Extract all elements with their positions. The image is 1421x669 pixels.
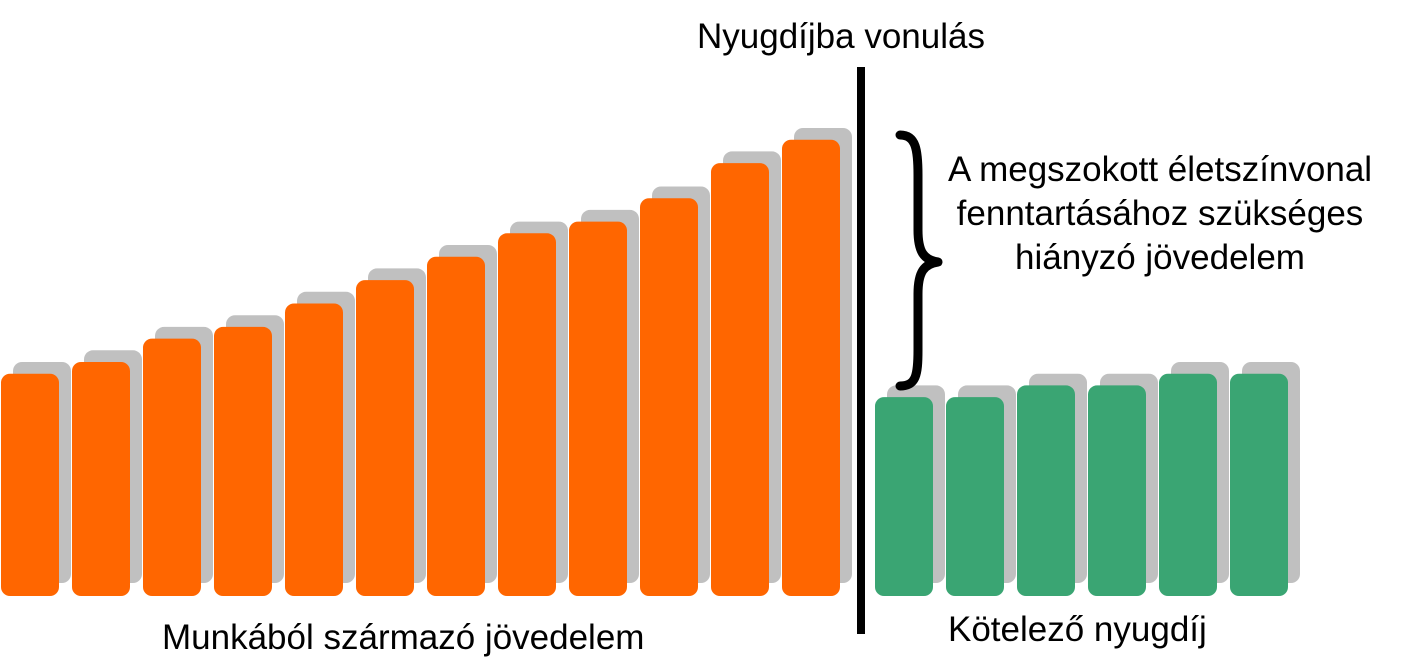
retirement-label: Nyugdíjba vonulás [697, 17, 985, 56]
work-income-bar [72, 362, 130, 596]
work-income-bar [356, 280, 414, 596]
pension-bar [875, 397, 933, 596]
work-income-bar [782, 139, 840, 596]
pension-bar [1159, 373, 1217, 596]
income-gap-annotation: A megszokott életszínvonal fenntartásáho… [922, 148, 1398, 280]
gap-line-1: A megszokott életszínvonal [947, 150, 1373, 189]
pension-bar [946, 397, 1004, 596]
work-income-label: Munkából származó jövedelem [162, 618, 645, 657]
work-income-bar [427, 256, 485, 596]
work-income-bar [285, 303, 343, 596]
gap-line-2: fenntartásához szükséges [956, 194, 1364, 233]
work-income-bar [498, 233, 556, 597]
work-income-bar [214, 326, 272, 596]
pension-bar [1088, 385, 1146, 596]
work-income-bar [1, 373, 59, 596]
pension-bar [1017, 385, 1075, 596]
pension-bar [1230, 373, 1288, 596]
work-income-bar [640, 198, 698, 596]
value-bars [1, 139, 1288, 597]
gap-line-3: hiányzó jövedelem [1015, 238, 1305, 277]
work-income-bar [711, 163, 769, 596]
mandatory-pension-label: Kötelező nyugdíj [948, 610, 1207, 649]
work-income-bar [569, 221, 627, 596]
curly-brace [895, 130, 943, 391]
work-income-bar [143, 338, 201, 596]
